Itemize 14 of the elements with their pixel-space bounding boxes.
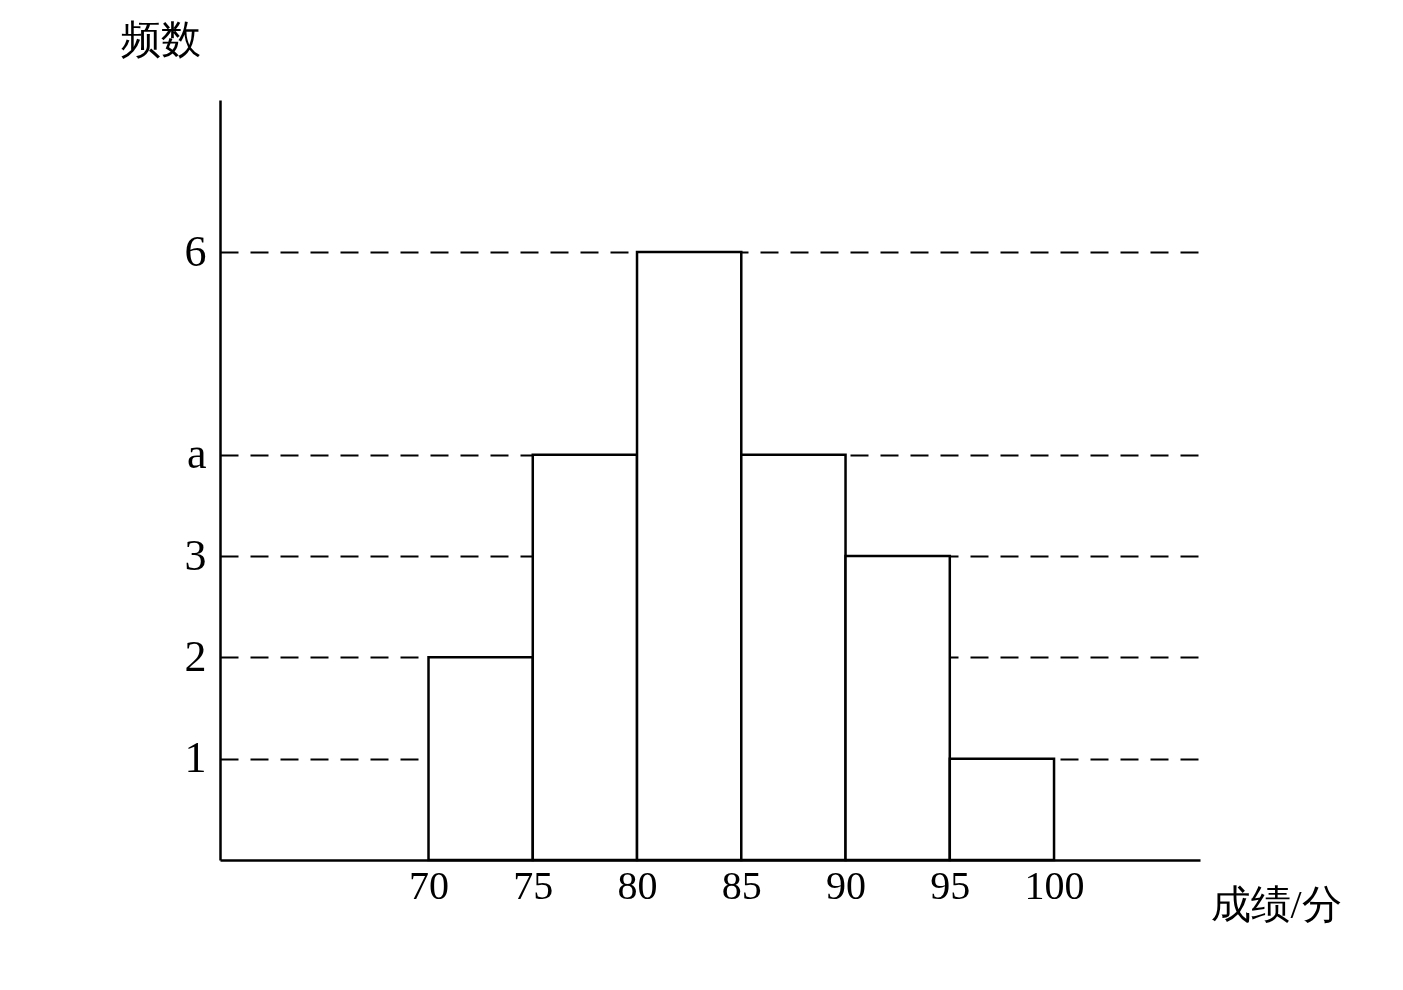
y-tick-label: a: [186, 429, 207, 479]
x-axis-title: 成绩/分: [1210, 881, 1342, 927]
y-tick-label: 6: [184, 226, 207, 276]
x-tick-label: 90: [826, 862, 867, 908]
x-tick-label: 100: [1024, 862, 1085, 908]
x-tick-label: 85: [721, 862, 762, 908]
x-tick-label: 80: [617, 862, 658, 908]
y-tick-label: 1: [184, 733, 207, 783]
x-tick-label: 70: [409, 862, 450, 908]
y-tick-label: 2: [184, 631, 207, 681]
y-axis-title: 频数: [120, 16, 201, 62]
x-tick-label: 75: [513, 862, 554, 908]
y-tick-label: 3: [184, 530, 207, 580]
x-tick-label: 95: [930, 862, 971, 908]
